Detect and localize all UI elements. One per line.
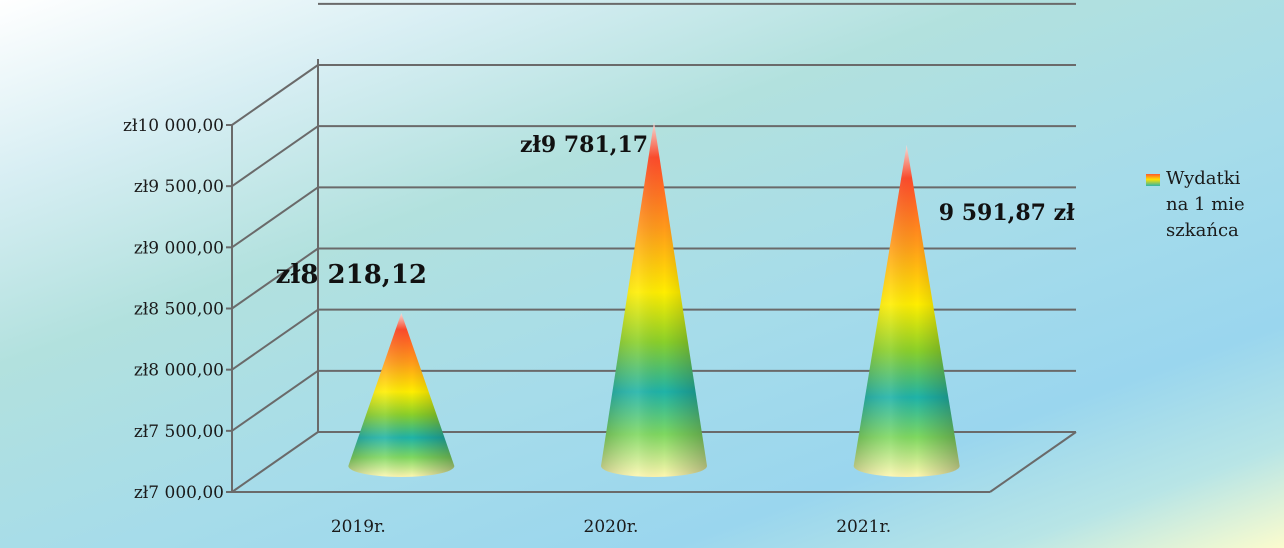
- y-tick-label: zł10 000,00: [123, 116, 224, 136]
- y-tick-label: zł8 000,00: [134, 361, 224, 381]
- legend-swatch-icon: [1146, 174, 1160, 186]
- data-label: 9 591,87 zł: [939, 200, 1075, 226]
- cone-bar: [601, 121, 707, 477]
- cone-shading: [853, 144, 960, 477]
- x-tick-label: 2019r.: [331, 517, 386, 537]
- side-gridline: [231, 308, 319, 371]
- side-gridline: [231, 125, 319, 187]
- y-tick-label: zł8 500,00: [134, 300, 224, 320]
- side-gridline: [231, 247, 319, 310]
- cone-bar: [348, 312, 455, 477]
- side-gridline: [231, 64, 319, 126]
- side-gridline: [231, 431, 319, 493]
- floor-edge: [989, 431, 1077, 493]
- side-gridline: [231, 370, 319, 432]
- data-label: zł8 218,12: [276, 260, 427, 290]
- legend-label: Wydatki na 1 mieszkańca: [1166, 168, 1245, 241]
- cone-shading: [348, 312, 455, 477]
- cone-shading: [601, 121, 707, 477]
- x-tick-label: 2021r.: [836, 517, 891, 537]
- y-tick-label: zł9 000,00: [134, 238, 224, 258]
- side-gridline: [231, 186, 319, 249]
- y-tick-label: zł7 000,00: [134, 483, 224, 503]
- y-tick-label: zł7 500,00: [134, 422, 224, 442]
- y-tick-label: zł9 500,00: [134, 177, 224, 197]
- cone-bar: [853, 144, 960, 477]
- data-label: zł9 781,17: [520, 132, 648, 158]
- x-tick-label: 2020r.: [584, 517, 639, 537]
